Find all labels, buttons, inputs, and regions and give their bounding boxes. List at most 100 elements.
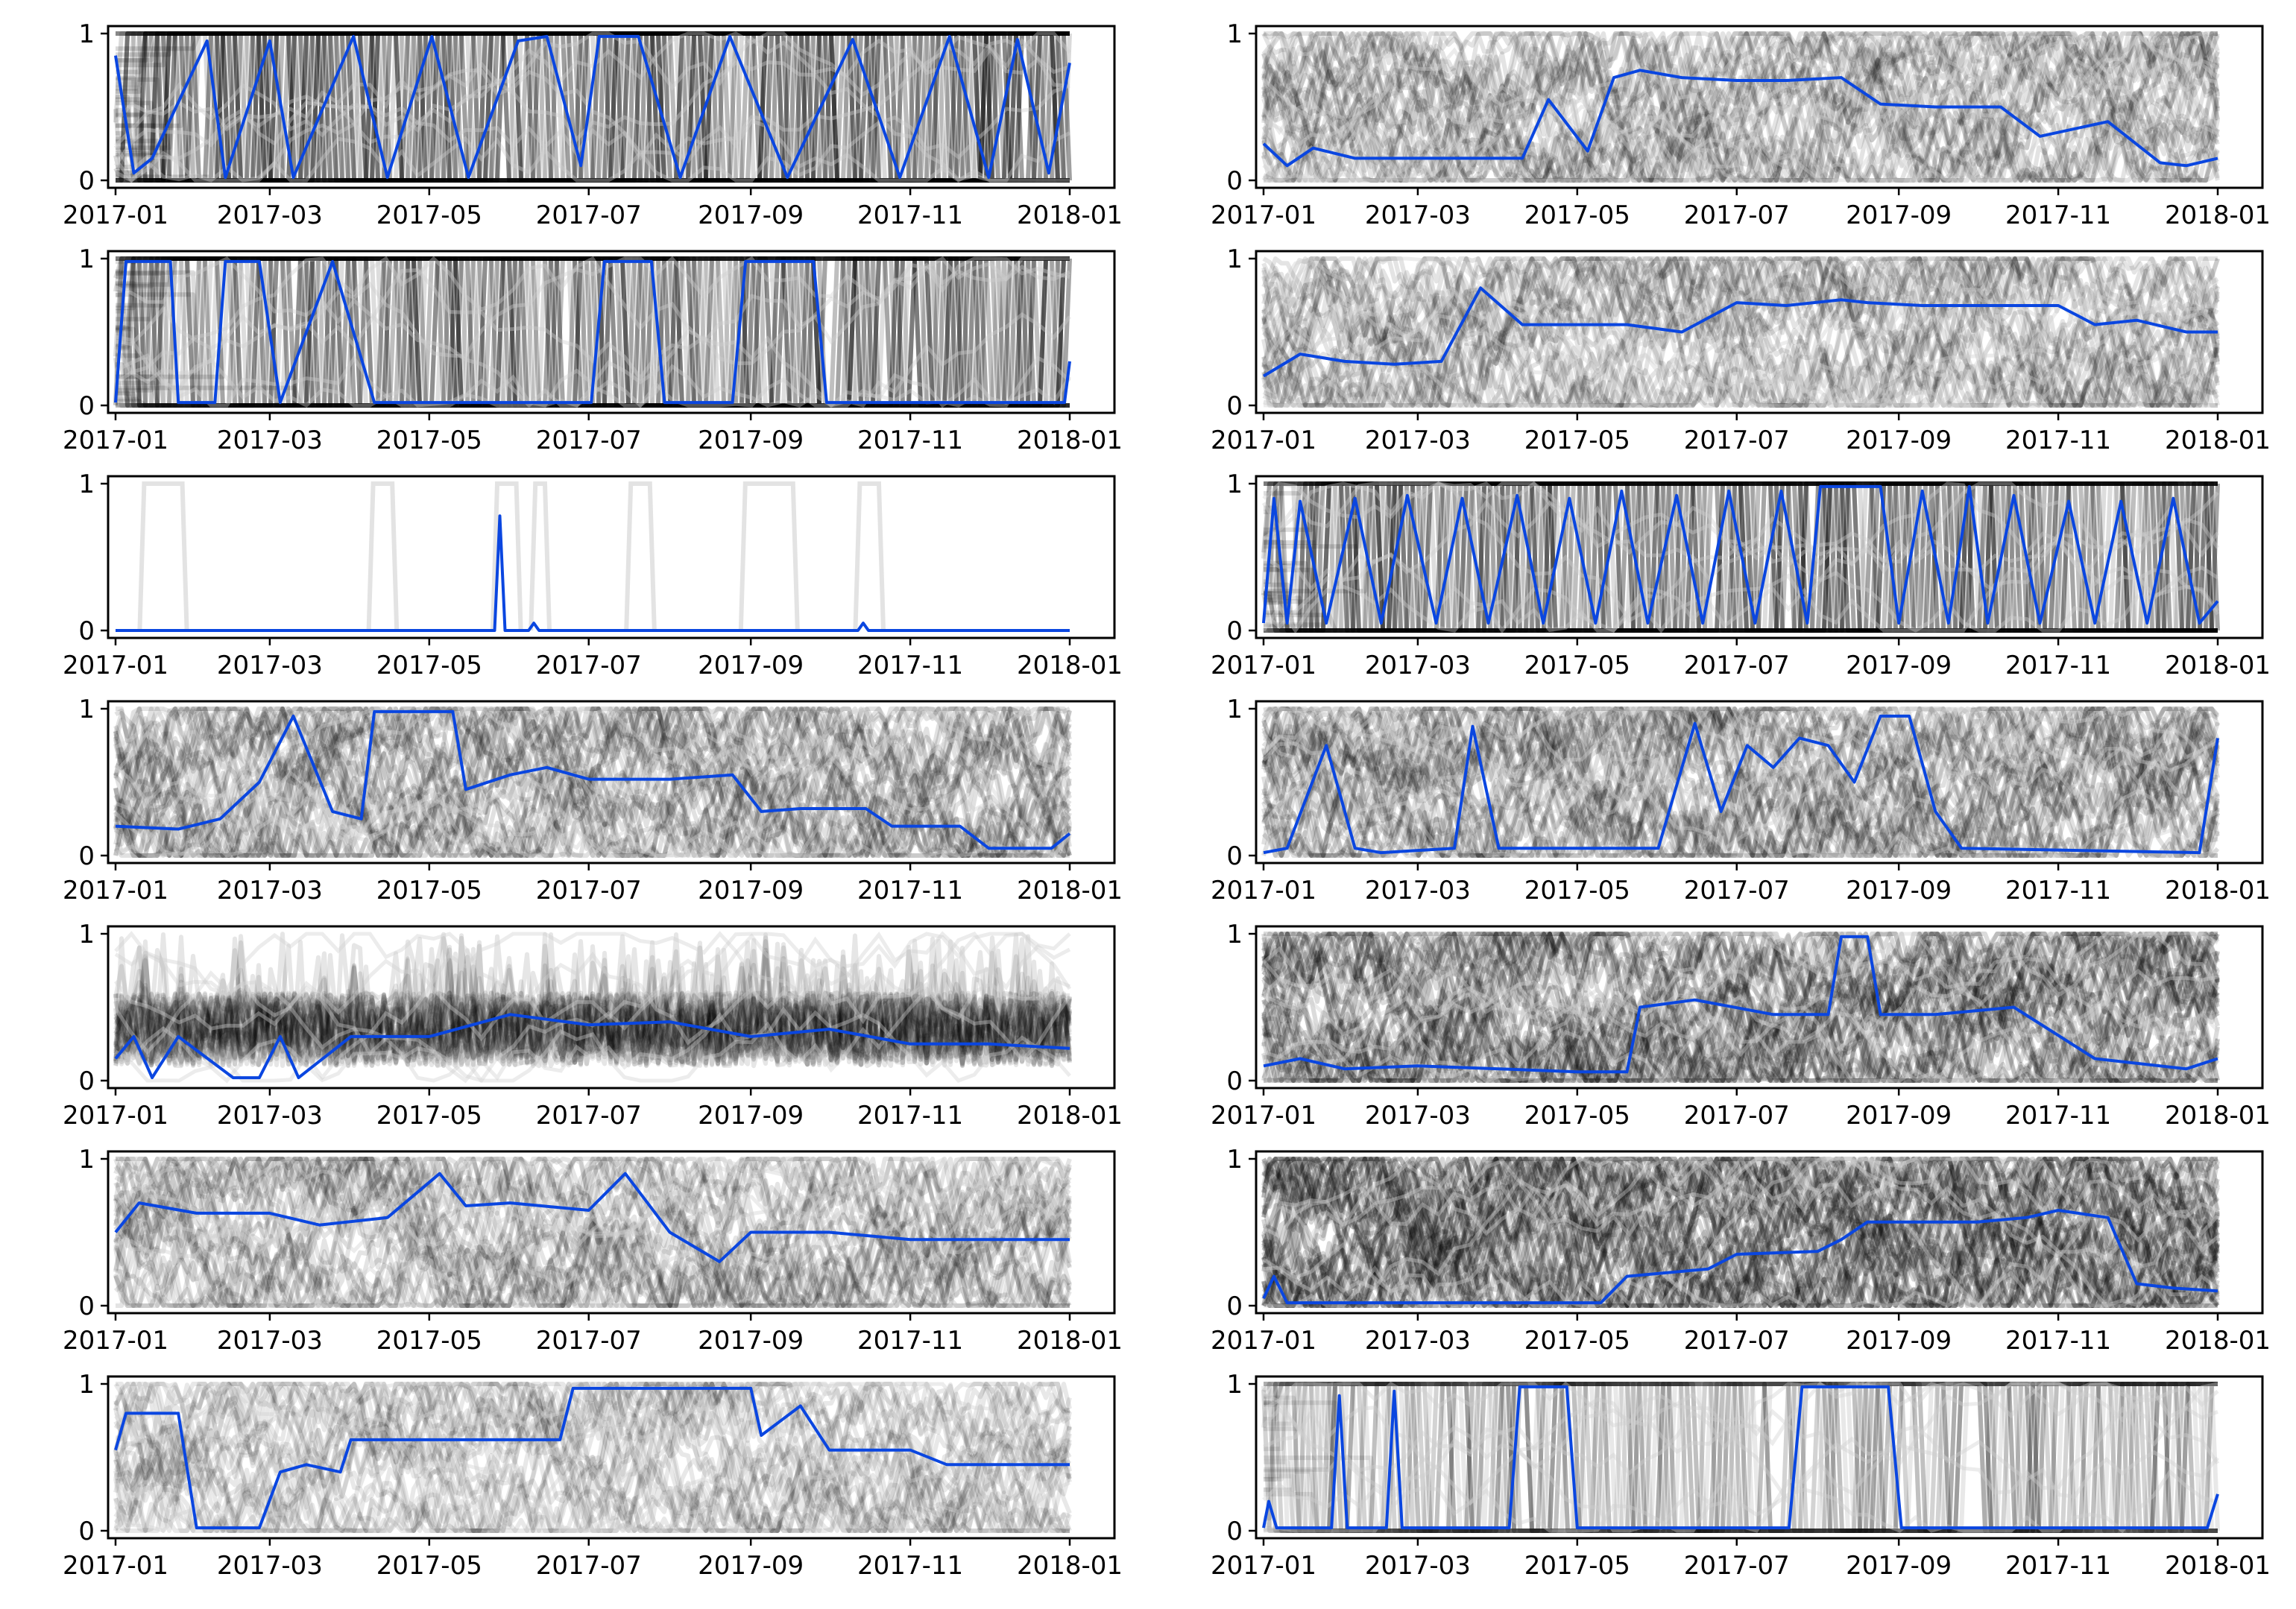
ensemble-trace (1264, 481, 2218, 633)
ensemble-trace (1261, 932, 2220, 1083)
ensemble-trace (1261, 1157, 2220, 1308)
ensemble-trace (113, 1382, 1070, 1533)
x-tick-label: 2017-11 (857, 200, 963, 230)
ensemble-trace (1264, 1158, 2219, 1308)
ensemble-trace (1264, 481, 2218, 633)
ensemble-trace (113, 706, 1072, 858)
ensemble-trace (116, 31, 1070, 183)
ensemble-trace (113, 706, 1072, 858)
ensemble-trace (1264, 1382, 2218, 1533)
ensemble-trace (114, 1382, 1072, 1533)
ensemble-trace (113, 1157, 1071, 1308)
ensemble-trace (1264, 1382, 2218, 1533)
ensemble-trace (116, 31, 1070, 183)
ensemble-trace (114, 706, 1072, 858)
ensemble-trace (1263, 706, 2218, 843)
ensemble-trace (116, 31, 1070, 183)
ensemble-trace (1261, 1382, 2218, 1533)
x-tick-label: 2017-09 (698, 651, 804, 680)
ensemble-trace (1264, 1382, 2218, 1533)
ensemble-trace (1261, 932, 2220, 1083)
x-tick-label: 2017-11 (857, 426, 963, 455)
ensemble-trace (114, 706, 1072, 858)
x-tick-label: 2017-09 (698, 1101, 804, 1131)
ensemble-trace (115, 1157, 1070, 1259)
ensemble-trace (115, 943, 1072, 1068)
ensemble-trace (114, 1382, 1072, 1533)
ensemble-trace (1264, 481, 2218, 633)
ensemble-trace (738, 481, 800, 631)
ensemble-trace (116, 31, 1070, 183)
ensemble-trace (113, 68, 1070, 183)
ensemble-trace (1261, 256, 2220, 408)
ensemble-trace (114, 736, 1072, 858)
ensemble-trace (1261, 1157, 2220, 1308)
ensemble-trace (1261, 932, 2219, 1083)
ensemble-trace (1261, 932, 2220, 1083)
ensemble-trace (1262, 285, 2218, 408)
ensemble-trace (1261, 31, 2218, 183)
ensemble-trace (1261, 1157, 2220, 1308)
y-tick-label: 1 (78, 1145, 95, 1175)
ensemble-trace (1263, 932, 2219, 1074)
ensemble-trace (113, 1157, 1072, 1308)
ensemble-trace (116, 31, 1070, 183)
ensemble-traces (1261, 1381, 2220, 1534)
ensemble-trace (114, 83, 1070, 183)
ensemble-trace (114, 1467, 1071, 1534)
x-tick-label: 2017-09 (698, 1551, 804, 1581)
ensemble-trace (116, 31, 1070, 183)
ensemble-trace (1261, 706, 2220, 858)
ensemble-trace (116, 31, 1070, 183)
highlight-series (114, 1013, 1070, 1080)
ensemble-trace (113, 1382, 1072, 1533)
ensemble-trace (113, 1157, 1072, 1308)
ensemble-trace (1261, 932, 2220, 1083)
ensemble-trace (1262, 706, 2219, 819)
ensemble-trace (1261, 706, 2220, 858)
axes-frame (107, 475, 1116, 639)
x-tick-label: 2018-01 (2165, 876, 2271, 905)
ensemble-trace (1264, 481, 2218, 633)
ensemble-trace (1263, 1157, 2220, 1291)
ensemble-trace (116, 256, 1070, 408)
ensemble-trace (1264, 481, 2218, 633)
ensemble-trace (1264, 1382, 2218, 1533)
highlight-series (114, 34, 1071, 180)
panel-row3-right: 0 1 2017-01 2017-03 2017-05 2017-07 2017-09 201… (1211, 470, 2271, 680)
highlight-series (114, 259, 1071, 405)
ensemble-trace (1264, 1382, 2218, 1533)
ensemble-trace (116, 31, 1070, 183)
ensemble-trace (1261, 31, 2218, 183)
ensemble-trace (113, 706, 1072, 858)
ensemble-trace (115, 256, 1070, 391)
ensemble-trace (1262, 932, 2220, 1083)
ensemble-trace (116, 31, 1070, 183)
ensemble-trace (1261, 932, 2220, 1083)
y-tick-label: 0 (1226, 616, 1243, 646)
x-tick-label: 2017-05 (376, 200, 482, 230)
ensemble-trace (114, 1157, 1072, 1308)
panel-row4-left: 0 1 2017-01 2017-03 2017-05 2017-07 2017-09 201… (63, 695, 1123, 905)
ensemble-trace (1264, 481, 2218, 633)
ensemble-trace (113, 706, 1072, 858)
ensemble-trace (113, 31, 1072, 183)
ensemble-trace (113, 963, 1072, 1068)
ensemble-trace (114, 60, 1071, 183)
ensemble-trace (1262, 957, 2219, 1058)
x-tick-label: 2017-01 (1211, 200, 1316, 230)
ensemble-trace (115, 1006, 1071, 1084)
ensemble-trace (1264, 481, 2218, 633)
ensemble-trace (1262, 984, 2219, 1084)
ensemble-trace (116, 31, 1070, 183)
ensemble-trace (1262, 1155, 2219, 1309)
ensemble-trace (113, 949, 1072, 1068)
ensemble-trace (1262, 31, 2220, 183)
ensemble-trace (113, 1382, 1072, 1533)
x-tick-label: 2017-03 (1365, 1551, 1471, 1581)
ensemble-trace (1261, 1157, 2220, 1308)
ensemble-trace (1264, 481, 2218, 633)
ensemble-trace (113, 1157, 1072, 1308)
ensemble-trace (116, 31, 1070, 183)
ensemble-trace (113, 1157, 1071, 1308)
